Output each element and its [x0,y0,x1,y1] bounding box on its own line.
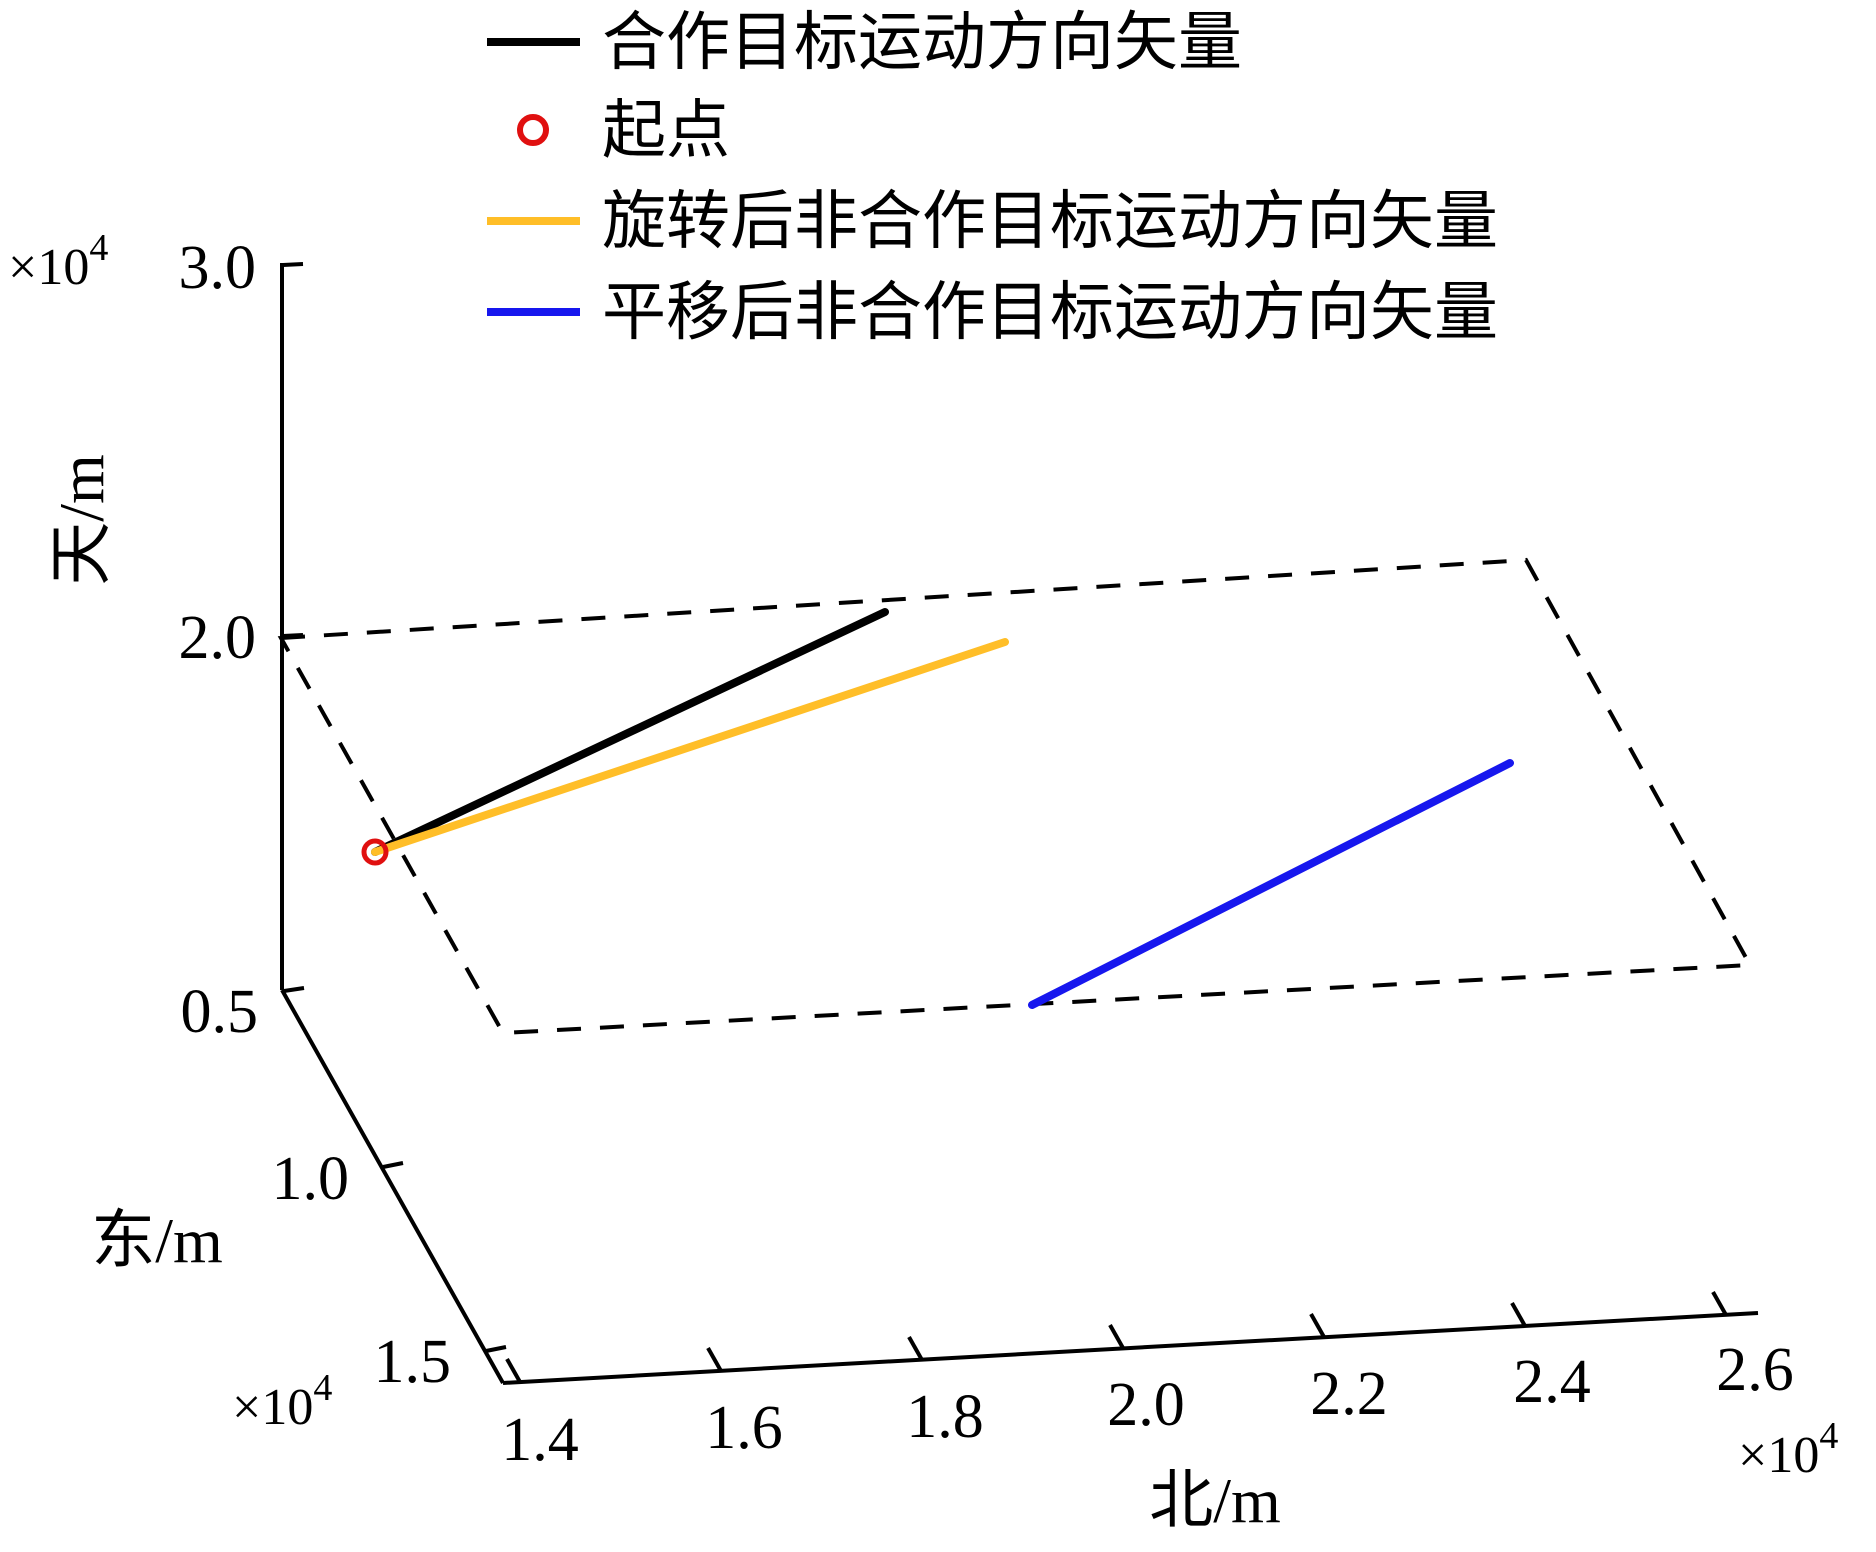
translated-vector-line [1028,759,1514,1009]
north-axis-tick-18 [907,1336,924,1361]
north-tick-label-24: 2.4 [1513,1348,1591,1416]
north-tick-label-18: 1.8 [906,1383,984,1451]
legend-label-start-point: 起点 [602,95,730,166]
sky-axis [280,262,304,990]
north-axis-tick-22 [1309,1313,1326,1338]
legend-label-rotated: 旋转后非合作目标运动方向矢量 [602,186,1498,257]
east-axis-multiplier: ×104 [232,1367,332,1436]
legend-item-cooperative: 合作目标运动方向矢量 [487,7,1242,78]
north-axis-tick-26 [1711,1291,1728,1316]
sky-multiplier-base: ×10 [8,239,89,296]
east-axis-tick-05 [283,986,305,993]
east-axis [280,986,507,1384]
east-tick-label-10: 1.0 [272,1145,350,1213]
rotated-vector-line [371,638,1009,856]
start-point-marker [361,838,389,866]
north-axis-title: 北/m [1149,1465,1281,1536]
north-tick-label-16: 1.6 [705,1394,783,1462]
sky-axis-multiplier: ×104 [8,227,108,296]
sky-tick-label-2: 2.0 [179,604,257,672]
north-tick-label-22: 2.2 [1310,1360,1388,1428]
sky-tick-label-3: 3.0 [179,234,257,302]
north-axis-tick-20 [1108,1324,1125,1349]
series-lines [371,608,1514,1009]
east-axis-tick-15 [485,1345,507,1353]
east-multiplier-exponent: 4 [313,1367,332,1409]
east-multiplier-base: ×10 [232,1379,313,1436]
north-axis-multiplier: ×104 [1738,1415,1838,1484]
north-axis-tick-16 [706,1347,723,1372]
legend-label-translated: 平移后非合作目标运动方向矢量 [602,277,1498,348]
legend: 合作目标运动方向矢量 起点 旋转后非合作目标运动方向矢量 平移后非合作目标运动方… [487,7,1498,348]
cooperative-vector-line [371,608,889,856]
legend-item-translated: 平移后非合作目标运动方向矢量 [487,277,1498,348]
legend-circle-marker [517,114,549,146]
north-tick-label-14: 1.4 [501,1406,579,1474]
north-multiplier-exponent: 4 [1819,1415,1838,1457]
east-axis-title: 东/m [91,1205,223,1276]
north-tick-label-26: 2.6 [1716,1336,1794,1404]
east-axis-tick-10 [382,1161,404,1169]
north-tick-label-20: 2.0 [1107,1371,1185,1439]
north-multiplier-base: ×10 [1738,1427,1819,1484]
east-axis-line [280,989,505,1384]
north-axis-tick-14 [505,1358,522,1383]
legend-label-cooperative: 合作目标运动方向矢量 [602,7,1242,78]
north-axis [502,1291,1759,1385]
reference-plane-outline [277,557,1754,1036]
east-tick-label-05: 0.5 [181,978,259,1046]
sky-axis-tick-3 [282,262,304,267]
east-tick-label-15: 1.5 [374,1328,452,1396]
sky-multiplier-exponent: 4 [89,227,108,269]
sky-axis-title: 天/m [46,454,117,586]
north-axis-tick-24 [1510,1302,1527,1327]
legend-item-rotated: 旋转后非合作目标运动方向矢量 [487,186,1498,257]
north-axis-line [502,1311,1759,1385]
legend-item-start-point: 起点 [517,95,730,166]
